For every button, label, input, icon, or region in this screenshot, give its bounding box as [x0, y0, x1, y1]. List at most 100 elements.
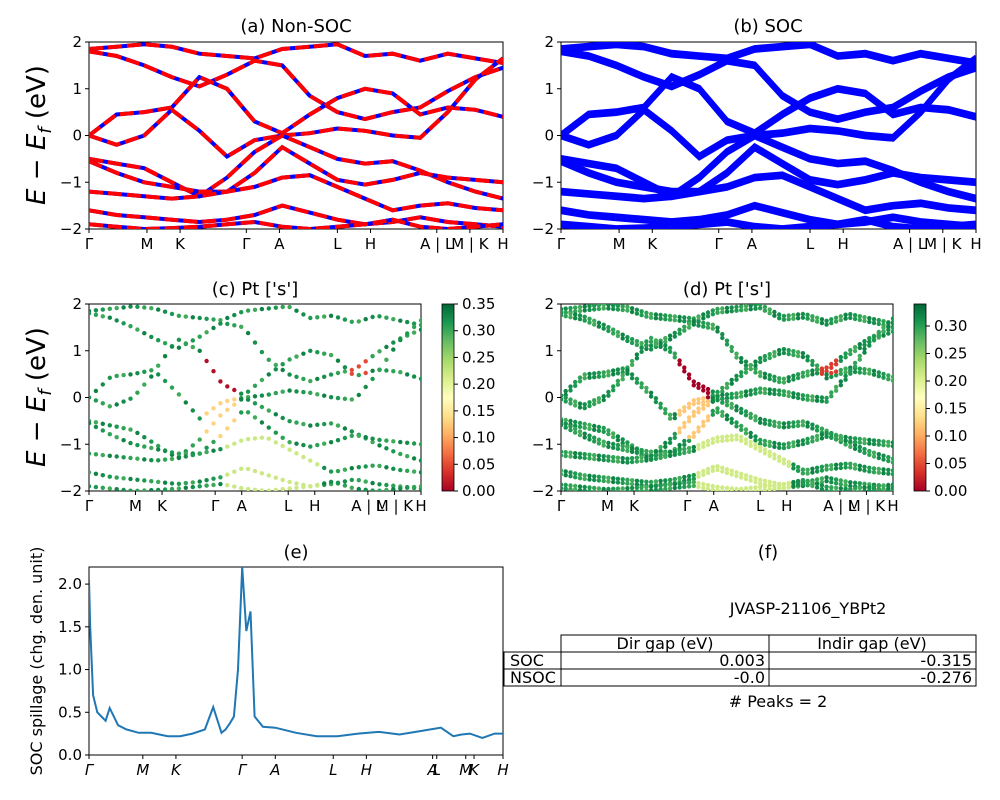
scatter-point	[568, 427, 573, 433]
scatter-point	[601, 304, 606, 307]
scatter-point	[398, 467, 403, 473]
scatter-point	[857, 366, 862, 371]
x-tick-label: L	[433, 761, 441, 779]
scatter-point	[867, 437, 872, 443]
scatter-point	[781, 457, 787, 462]
scatter-point	[772, 350, 777, 355]
scatter-point	[176, 345, 182, 350]
scatter-point	[370, 314, 375, 320]
scatter-point	[786, 484, 791, 490]
scatter-point	[705, 470, 711, 475]
scatter-point	[573, 487, 578, 491]
y-tick-label: 2	[72, 295, 82, 313]
scatter-point	[710, 412, 715, 417]
scatter-point	[384, 487, 389, 491]
scatter-point	[696, 470, 701, 476]
scatter-point	[634, 459, 640, 464]
scatter-point	[648, 479, 654, 485]
scatter-point	[677, 358, 682, 363]
scatter-point	[767, 352, 772, 357]
scatter-point	[890, 320, 893, 325]
scatter-point	[232, 441, 237, 446]
scatter-point	[563, 425, 568, 430]
scatter-point	[156, 338, 161, 343]
scatter-point	[876, 329, 881, 335]
scatter-point	[724, 396, 730, 401]
scatter-point	[701, 312, 706, 317]
scatter-point	[587, 307, 592, 313]
scatter-point	[862, 489, 867, 491]
scatter-point	[653, 456, 659, 461]
scatter-point	[577, 375, 583, 380]
scatter-point	[800, 354, 806, 360]
scatter-point	[867, 343, 872, 348]
scatter-point	[356, 319, 361, 324]
scatter-point	[563, 310, 568, 315]
scatter-point	[169, 486, 175, 491]
scatter-point	[356, 364, 361, 369]
scatter-point	[561, 472, 564, 477]
scatter-point	[871, 438, 877, 443]
scatter-point	[418, 318, 421, 323]
scatter-point	[743, 413, 749, 418]
scatter-point	[592, 485, 597, 491]
scatter-point	[294, 389, 299, 394]
scatter-point	[701, 388, 706, 393]
scatter-point	[142, 331, 147, 336]
scatter-point	[644, 448, 649, 454]
scatter-point	[862, 339, 867, 344]
scatter-point	[232, 387, 237, 393]
scatter-point	[672, 431, 677, 437]
scatter-point	[715, 464, 720, 469]
scatter-point	[710, 395, 715, 401]
scatter-point	[121, 305, 126, 310]
scatter-point	[871, 488, 877, 491]
scatter-point	[705, 399, 711, 404]
scatter-point	[294, 308, 299, 313]
scatter-point	[135, 304, 140, 309]
scatter-point	[734, 395, 739, 400]
scatter-point	[705, 442, 711, 447]
scatter-point	[696, 381, 701, 387]
scatter-point	[615, 480, 621, 485]
scatter-point	[762, 390, 768, 396]
scatter-point	[370, 439, 375, 445]
scatter-point	[791, 394, 796, 400]
scatter-point	[800, 481, 806, 487]
scatter-point	[169, 481, 175, 486]
scatter-point	[701, 419, 706, 425]
scatter-point	[592, 304, 597, 308]
scatter-point	[715, 410, 720, 415]
scatter-point	[135, 390, 140, 395]
scatter-point	[568, 397, 573, 402]
scatter-point	[890, 460, 893, 465]
scatter-point	[89, 470, 92, 475]
scatter-point	[701, 324, 706, 329]
scatter-point	[398, 370, 403, 375]
scatter-point	[786, 444, 791, 450]
scatter-point	[705, 390, 711, 396]
scatter-point	[867, 319, 872, 325]
scatter-point	[573, 430, 578, 435]
scatter-point	[568, 388, 573, 393]
scatter-point	[720, 469, 725, 474]
scatter-point	[810, 372, 815, 377]
scatter-point	[814, 424, 820, 429]
scatter-point	[833, 362, 839, 367]
scatter-point	[710, 464, 715, 470]
x-tick-label: K	[157, 497, 168, 515]
scatter-point	[308, 348, 313, 353]
scatter-point	[881, 329, 886, 334]
scatter-point	[762, 451, 768, 456]
scatter-point	[335, 370, 341, 376]
scatter-point	[245, 308, 251, 313]
scatter-point	[211, 482, 216, 488]
scatter-point	[592, 423, 597, 429]
scatter-point	[629, 376, 635, 381]
scatter-point	[753, 418, 758, 423]
scatter-point	[701, 444, 706, 449]
scatter-point	[620, 307, 625, 313]
scatter-point	[328, 395, 334, 400]
scatter-point	[149, 458, 154, 463]
scatter-point	[729, 420, 734, 425]
